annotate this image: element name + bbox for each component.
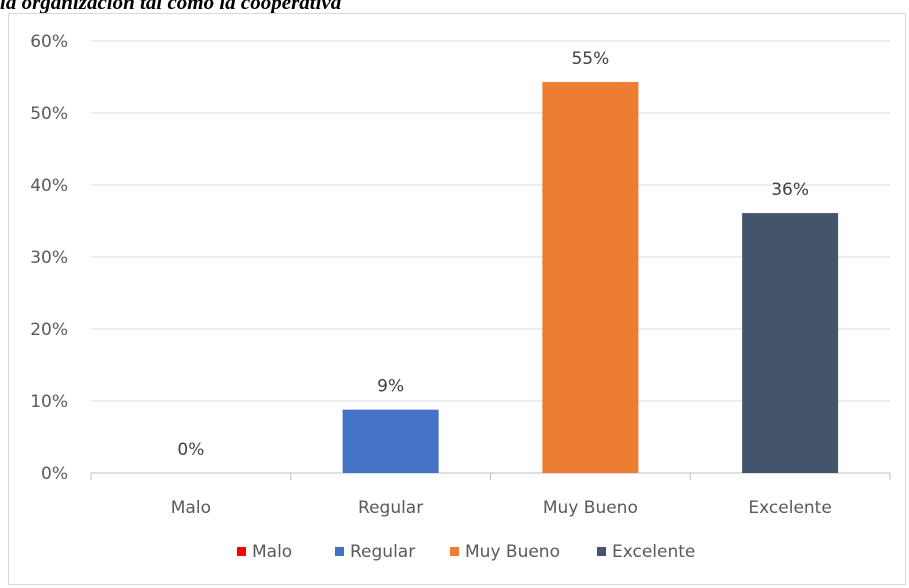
data-label: 55% (571, 49, 609, 69)
y-tick-label: 40% (30, 176, 68, 196)
legend-label: Malo (252, 542, 292, 562)
y-tick-label: 20% (30, 320, 68, 340)
y-tick-label: 0% (41, 464, 68, 484)
x-tick-label: Excelente (748, 498, 831, 518)
data-label: 0% (177, 440, 204, 460)
x-tick-label: Malo (171, 498, 211, 518)
y-tick-label: 50% (30, 104, 68, 124)
x-tick-label: Muy Bueno (543, 498, 638, 518)
legend-label: Regular (350, 542, 415, 562)
legend-swatch (335, 547, 344, 556)
legend-swatch (597, 547, 606, 556)
legend-label: Excelente (612, 542, 695, 562)
bar (542, 82, 639, 473)
figure-caption: la organización tal como la cooperativa (0, 0, 342, 13)
data-label: 9% (377, 377, 404, 397)
legend-label: Muy Bueno (465, 542, 560, 562)
y-tick-label: 10% (30, 392, 68, 412)
y-tick-label: 60% (30, 32, 68, 52)
x-tick-label: Regular (358, 498, 423, 518)
bar (742, 213, 839, 473)
legend-swatch (450, 547, 459, 556)
data-label: 36% (771, 180, 809, 200)
bar (342, 409, 439, 473)
y-tick-label: 30% (30, 248, 68, 268)
legend-swatch (237, 547, 246, 556)
